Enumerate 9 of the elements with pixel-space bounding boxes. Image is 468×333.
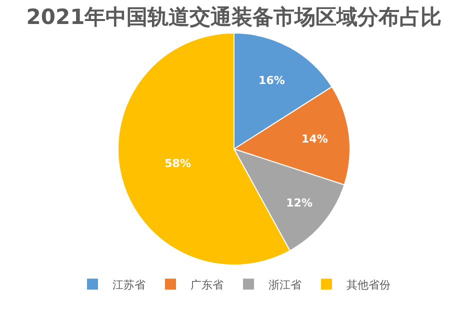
legend-label: 浙江省: [268, 278, 302, 292]
data-label: 14%: [302, 132, 328, 146]
legend-label: 江苏省: [112, 278, 146, 292]
legend-label: 广东省: [190, 278, 224, 292]
data-label: 12%: [286, 196, 312, 210]
data-label: 58%: [164, 156, 191, 170]
legend-label: 其他省份: [346, 278, 390, 292]
chart-title: 2021年中国轨道交通装备市场区域分布占比: [25, 4, 443, 31]
data-label: 16%: [258, 74, 285, 87]
